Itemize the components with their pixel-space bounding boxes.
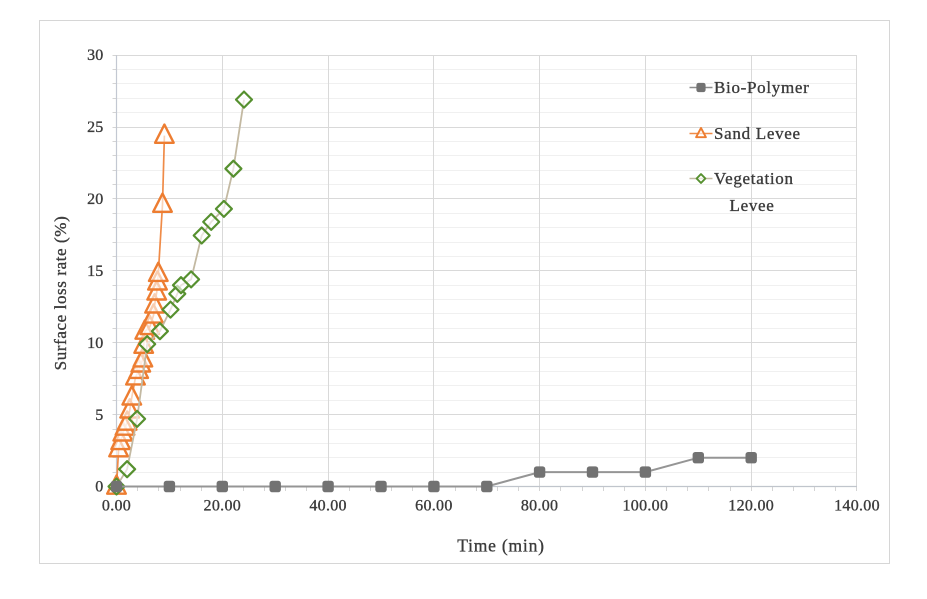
svg-text:Surface loss rate (%): Surface loss rate (%) [51, 216, 70, 371]
svg-text:140.00: 140.00 [834, 498, 880, 515]
svg-text:10: 10 [87, 335, 103, 352]
svg-text:Time (min): Time (min) [457, 536, 545, 556]
svg-text:30: 30 [87, 47, 103, 64]
svg-text:20.00: 20.00 [204, 498, 242, 515]
svg-text:Sand Levee: Sand Levee [714, 124, 801, 143]
svg-text:25: 25 [87, 119, 103, 136]
svg-text:15: 15 [87, 263, 103, 280]
svg-text:0.00: 0.00 [102, 498, 131, 515]
svg-text:20: 20 [87, 191, 103, 208]
svg-text:Bio-Polymer: Bio-Polymer [714, 78, 810, 97]
svg-text:100.00: 100.00 [622, 498, 668, 515]
svg-text:Vegetation: Vegetation [714, 169, 794, 188]
svg-text:40.00: 40.00 [309, 498, 347, 515]
svg-text:80.00: 80.00 [521, 498, 559, 515]
svg-text:Levee: Levee [729, 196, 774, 215]
svg-text:120.00: 120.00 [728, 498, 774, 515]
svg-text:60.00: 60.00 [415, 498, 453, 515]
svg-text:0: 0 [95, 479, 103, 496]
svg-text:5: 5 [95, 407, 103, 424]
